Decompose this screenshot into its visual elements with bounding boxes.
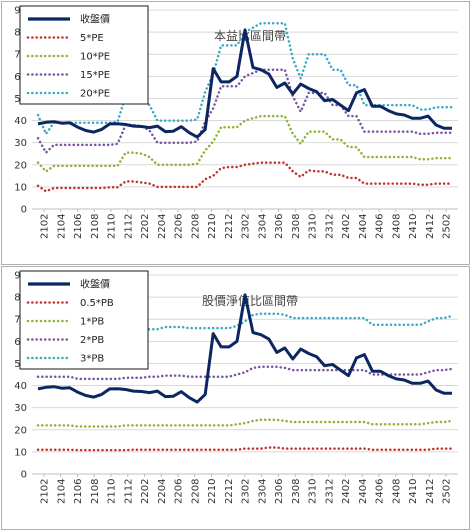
series-line-0 (37, 28, 452, 139)
x-tick-label: 2502 (442, 214, 453, 239)
y-tick-label: 0 (21, 470, 27, 481)
x-tick-label: 2106 (73, 214, 84, 239)
x-tick-label: 2202 (140, 214, 151, 239)
x-tick-label: 2204 (157, 214, 168, 239)
x-tick-label: 2106 (73, 479, 84, 504)
x-tick-label: 2208 (190, 214, 201, 239)
x-tick-label: 2110 (107, 479, 118, 504)
legend-label-0: 收盤價 (80, 278, 110, 291)
x-tick-label: 2212 (224, 214, 235, 239)
legend-label-0: 收盤價 (80, 13, 110, 26)
x-tick-label: 2312 (324, 214, 335, 239)
x-tick-label: 2302 (241, 214, 252, 239)
x-tick-label: 2112 (123, 214, 134, 239)
series-line-2 (36, 418, 454, 428)
x-tick-label: 2408 (391, 214, 402, 239)
legend-label-4: 3*PB (80, 354, 104, 365)
x-tick-label: 2312 (324, 479, 335, 504)
series-line-3 (36, 365, 454, 381)
x-tick-label: 2406 (375, 479, 386, 504)
x-tick-label: 2304 (257, 214, 268, 239)
x-tick-label: 2302 (241, 479, 252, 504)
x-tick-label: 2502 (442, 479, 453, 504)
y-tick-label: 20 (14, 425, 27, 436)
x-tick-label: 2104 (56, 214, 67, 239)
x-tick-label: 2308 (291, 214, 302, 239)
x-tick-label: 2102 (40, 479, 51, 504)
x-tick-label: 2206 (174, 479, 185, 504)
y-tick-label: 30 (14, 138, 27, 149)
series-line-3 (36, 68, 454, 154)
legend-label-3: 2*PB (80, 335, 104, 346)
pb-band-chart-panel: 0102030405060708090210221042106210821102… (1, 266, 470, 530)
y-tick-label: 30 (14, 403, 27, 414)
x-tick-label: 2112 (123, 479, 134, 504)
pe-band-chart: 0102030405060708090210221042106210821102… (14, 5, 458, 239)
x-tick-label: 2404 (358, 479, 369, 504)
x-tick-label: 2308 (291, 479, 302, 504)
x-tick-label: 2202 (140, 479, 151, 504)
legend-box (19, 5, 149, 105)
x-tick-label: 2108 (90, 214, 101, 239)
y-tick-label: 0 (21, 205, 27, 216)
legend-label-3: 15*PE (80, 70, 110, 81)
x-tick-label: 2204 (157, 479, 168, 504)
x-tick-label: 2104 (56, 479, 67, 504)
x-tick-label: 2306 (274, 214, 285, 239)
legend-label-2: 1*PB (80, 317, 104, 328)
x-tick-label: 2410 (408, 214, 419, 239)
series-line-2 (36, 114, 454, 173)
y-tick-label: 40 (14, 116, 27, 127)
x-tick-label: 2206 (174, 214, 185, 239)
x-tick-label: 2402 (341, 214, 352, 239)
x-tick-label: 2306 (274, 479, 285, 504)
x-tick-label: 2310 (308, 479, 319, 504)
x-tick-label: 2108 (90, 479, 101, 504)
chart-title: 本益比區間帶 (214, 29, 286, 43)
x-tick-label: 2412 (425, 479, 436, 504)
y-tick-label: 20 (14, 160, 27, 171)
legend-label-2: 10*PE (80, 52, 110, 63)
x-tick-label: 2404 (358, 214, 369, 239)
y-tick-label: 40 (14, 381, 27, 392)
x-tick-label: 2410 (408, 479, 419, 504)
x-tick-label: 2210 (207, 214, 218, 239)
x-tick-label: 2304 (257, 479, 268, 504)
legend-label-1: 0.5*PB (80, 298, 114, 309)
legend-label-1: 5*PE (80, 33, 104, 44)
legend-label-4: 20*PE (80, 89, 110, 100)
x-tick-label: 2210 (207, 479, 218, 504)
y-tick-label: 10 (14, 447, 27, 458)
x-tick-label: 2212 (224, 479, 235, 504)
series-line-1 (36, 446, 454, 452)
x-tick-label: 2406 (375, 214, 386, 239)
x-tick-label: 2110 (107, 214, 118, 239)
x-tick-label: 2412 (425, 214, 436, 239)
pe-band-chart-panel: 0102030405060708090210221042106210821102… (1, 1, 470, 265)
y-tick-label: 10 (14, 182, 27, 193)
pb-band-chart: 0102030405060708090210221042106210821102… (14, 270, 458, 504)
x-tick-label: 2102 (40, 214, 51, 239)
x-tick-label: 2310 (308, 214, 319, 239)
chart-title: 股價淨值比區間帶 (202, 293, 298, 308)
x-tick-label: 2208 (190, 479, 201, 504)
x-tick-label: 2408 (391, 479, 402, 504)
series-line-0 (37, 293, 452, 404)
series-line-1 (36, 161, 454, 193)
x-tick-label: 2402 (341, 479, 352, 504)
